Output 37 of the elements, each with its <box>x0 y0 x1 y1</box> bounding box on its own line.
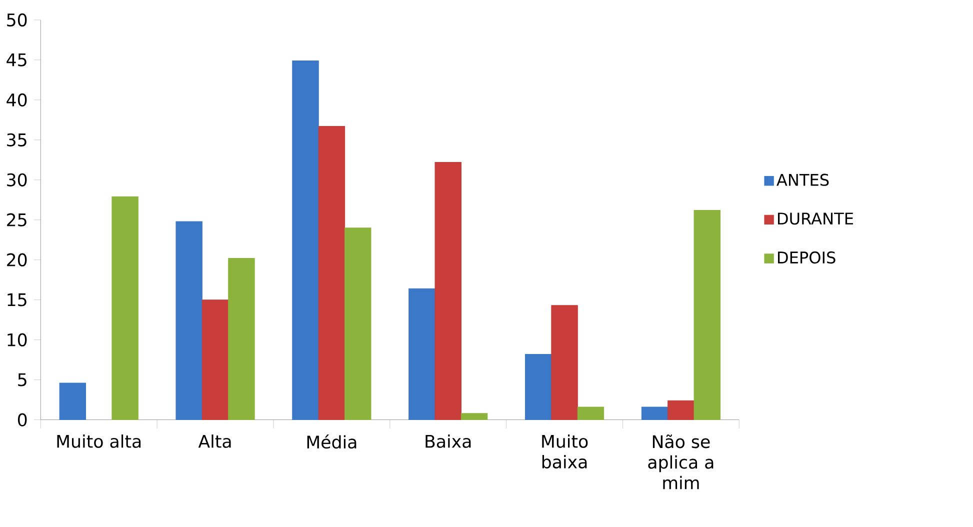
bar <box>694 210 720 420</box>
y-tick-label: 30 <box>7 173 27 186</box>
x-tick-label: Muito baixa <box>542 434 588 468</box>
y-tick-label: 5 <box>18 373 26 386</box>
bar <box>292 60 319 420</box>
bar <box>524 354 552 420</box>
x-tick-label: Baixa <box>426 434 471 448</box>
bar <box>228 258 255 420</box>
y-tick-label: 10 <box>8 333 27 346</box>
bar <box>434 162 462 420</box>
x-tick-label: Muito alta <box>57 434 141 448</box>
y-tick-label: 45 <box>6 53 26 66</box>
x-tick-label: Alta <box>198 434 231 448</box>
x-tick-label: Não se aplica a mim <box>648 434 714 490</box>
bar <box>112 196 138 420</box>
y-tick-label: 50 <box>7 13 27 27</box>
bar <box>202 300 229 420</box>
y-tick-label: 25 <box>7 213 26 226</box>
bar <box>408 288 436 420</box>
y-tick-label: 0 <box>18 413 27 426</box>
legend-label: DURANTE <box>778 212 854 225</box>
bar <box>176 221 202 420</box>
bar <box>668 400 694 420</box>
bar <box>460 413 488 420</box>
bar <box>344 228 372 420</box>
legend-label: DEPOIS <box>778 251 836 264</box>
bar <box>318 126 346 420</box>
bar <box>59 382 86 420</box>
y-tick-label: 20 <box>7 253 27 266</box>
y-tick-label: 15 <box>8 293 26 306</box>
y-tick-label: 40 <box>6 93 27 106</box>
y-tick-label: 35 <box>7 133 26 146</box>
bar <box>577 406 604 420</box>
legend-label: ANTES <box>776 174 829 186</box>
bar <box>551 305 578 420</box>
bar <box>641 406 668 420</box>
x-tick-label: Média <box>307 434 356 449</box>
